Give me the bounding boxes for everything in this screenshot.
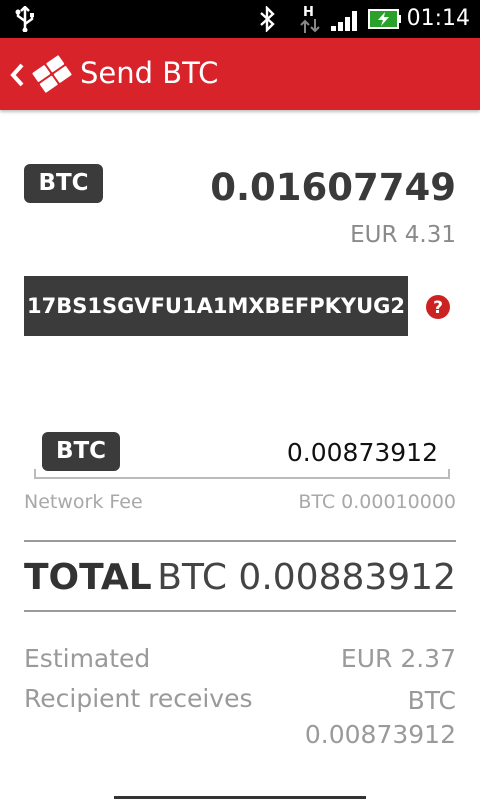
total-label: TOTAL [24,557,152,598]
app-header: Send BTC [0,38,480,110]
app-logo-icon[interactable] [30,52,74,101]
network-fee-label: Network Fee [24,491,143,513]
battery-charging-icon [368,9,402,34]
estimated-label: Estimated [24,644,151,673]
help-icon[interactable]: ? [425,294,451,325]
amount-input-underline [34,469,450,479]
network-fee-value: BTC 0.00010000 [298,491,456,513]
divider-top [24,540,456,542]
recipient-receives-value: BTC 0.00873912 [256,684,456,752]
balance-currency-badge[interactable]: BTC [24,164,103,203]
data-transfer-icon: H [298,3,322,40]
page-title: Send BTC [80,56,219,90]
recipient-receives-currency: BTC [407,686,456,715]
back-chevron-icon[interactable] [8,62,26,93]
signal-icon [330,8,360,37]
balance-amount: 0.01607749 [210,166,456,209]
divider-bottom [24,610,456,612]
status-clock: 01:14 [406,6,470,31]
help-symbol: ? [433,298,443,318]
recipient-receives-label: Recipient receives [24,684,253,713]
balance-fiat: EUR 4.31 [350,222,456,248]
bluetooth-icon [258,5,276,37]
amount-input[interactable]: 0.00873912 [286,438,438,467]
usb-icon [14,5,36,37]
status-bar: H 01:14 [0,0,480,38]
bottom-handle [114,796,366,799]
amount-currency-badge[interactable]: BTC [42,432,120,471]
recipient-receives-amount: 0.00873912 [304,720,456,749]
svg-text:H: H [303,5,314,20]
recipient-address-field[interactable]: 17BS1SGVFU1A1MXBEFPKYUG2 [24,276,408,336]
total-value: BTC 0.00883912 [157,557,456,598]
estimated-value: EUR 2.37 [340,644,456,673]
